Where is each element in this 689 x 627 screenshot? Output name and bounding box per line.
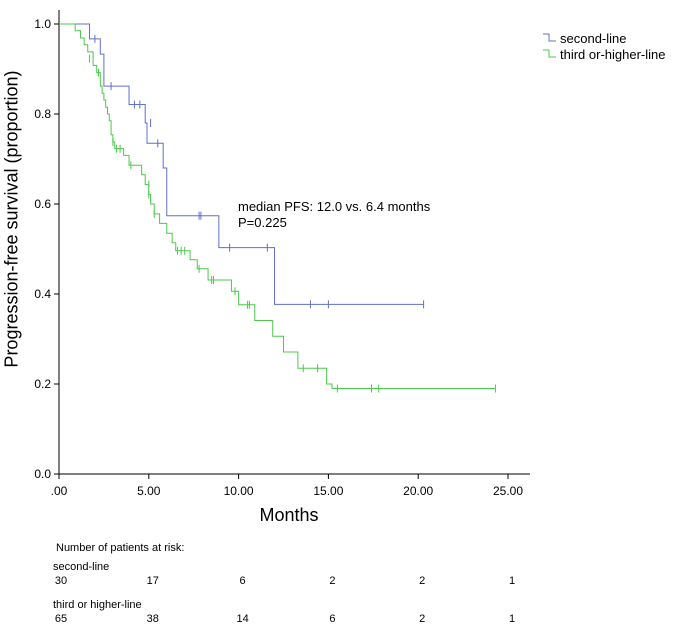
- km-curve-0: [59, 23, 424, 305]
- y-tick-label: 0.2: [34, 377, 51, 391]
- x-tick-label: .00: [51, 484, 68, 498]
- y-tick-label: 0.6: [34, 197, 51, 211]
- risk-count: 30: [54, 575, 68, 587]
- censor-marks: [89, 34, 496, 393]
- risk-count: 65: [54, 613, 68, 625]
- x-tick-label: 5.00: [137, 484, 161, 498]
- y-tick-label: 1.0: [34, 17, 51, 31]
- risk-group-label: second-line: [53, 561, 110, 573]
- risk-table-title: Number of patients at risk:: [56, 542, 185, 554]
- x-tick-label: 25.00: [493, 484, 523, 498]
- risk-group-label: third or higher-line: [53, 599, 142, 611]
- annotation-median: median PFS: 12.0 vs. 6.4 months: [238, 199, 431, 214]
- x-tick-label: 20.00: [403, 484, 433, 498]
- chart-axes: [58, 10, 530, 475]
- axis-ticks: .00 5.00 10.00 15.00 20.00 25.00 0.0 0.2 0.4 0.6 0…: [34, 17, 523, 498]
- risk-count: 2: [329, 575, 336, 587]
- legend-item-third-line: third or-higher-line: [543, 47, 666, 63]
- risk-count: 14: [236, 613, 249, 625]
- risk-count: 17: [146, 575, 159, 587]
- y-tick-label: 0.4: [34, 287, 51, 301]
- risk-count: 2: [419, 575, 426, 587]
- risk-count: 1: [508, 575, 516, 587]
- risk-count: 38: [146, 613, 159, 625]
- median-pfs-annotation: median PFS: 12.0 vs. 6.4 months P=0.225: [238, 199, 430, 231]
- chart-legend: second-line third or-higher-line: [543, 31, 666, 63]
- legend-label: third or-higher-line: [560, 47, 666, 62]
- legend-swatch-second-line: [543, 33, 556, 42]
- y-tick-label: 0.8: [34, 107, 51, 121]
- risk-count: 1: [508, 613, 516, 625]
- x-tick-label: 10.00: [224, 484, 254, 498]
- risk-count: 6: [239, 575, 246, 587]
- y-tick-label: 0.0: [34, 467, 51, 481]
- risk-count: 2: [419, 613, 426, 625]
- risk-count: 6: [329, 613, 336, 625]
- legend-swatch-third-line: [543, 49, 556, 58]
- legend-label: second-line: [560, 31, 627, 46]
- annotation-pvalue: P=0.225: [238, 215, 287, 230]
- x-tick-label: 15.00: [313, 484, 343, 498]
- legend-item-second-line: second-line: [543, 31, 666, 47]
- x-axis-label: Months: [259, 505, 319, 525]
